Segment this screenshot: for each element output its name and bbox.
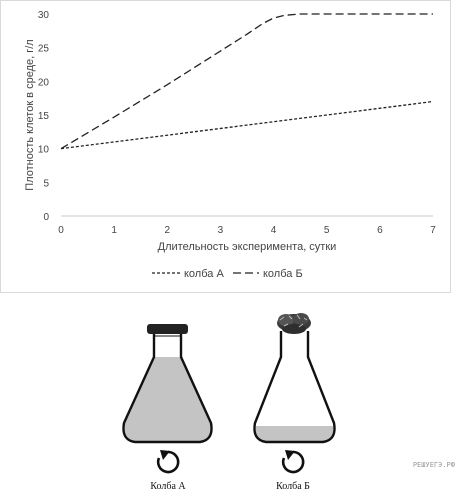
flask-a-cap (147, 324, 188, 334)
x-tick-label: 4 (271, 225, 277, 236)
y-axis-label: Плотность клеток в среде, г/л (24, 39, 36, 190)
series-lines (60, 13, 434, 150)
y-tick-label: 0 (43, 212, 49, 223)
chart: 0 5 10 15 20 25 30 0 1 2 3 4 5 6 7 Длительность экспе… (24, 10, 436, 280)
x-tick-label: 7 (430, 225, 436, 236)
legend: колба А колба Б (152, 268, 303, 280)
series-line-a (60, 100, 434, 150)
flask-a-label: Колба А (150, 481, 186, 492)
legend-label-a: колба А (184, 268, 224, 280)
x-tick-label: 2 (165, 225, 171, 236)
rotation-arrow-icon-a (156, 450, 180, 474)
flask-a (122, 324, 213, 444)
flask-b-label: Колба Б (276, 481, 310, 492)
watermark: РЕШУЕГЭ.РФ (413, 461, 455, 469)
x-tick-label: 1 (111, 225, 117, 236)
cotton-plug (277, 313, 311, 334)
x-tick-label: 5 (324, 225, 330, 236)
y-tick-label: 5 (43, 178, 49, 189)
flask-a-liquid (123, 357, 212, 442)
y-tick-label: 15 (38, 111, 50, 122)
rotation-arrow-icon-b (281, 450, 305, 474)
x-tick-label: 3 (218, 225, 224, 236)
y-tick-label: 20 (38, 77, 50, 88)
legend-label-b: колба Б (263, 268, 303, 280)
flask-a-body (122, 331, 213, 444)
x-tick-label: 6 (377, 225, 383, 236)
y-tick-label: 10 (38, 145, 50, 156)
flask-b (253, 313, 336, 444)
x-tick-label: 0 (58, 225, 64, 236)
y-tick-label: 25 (38, 44, 50, 55)
y-tick-label: 30 (38, 10, 50, 21)
x-tick-labels: 0 1 2 3 4 5 6 7 (58, 225, 436, 236)
flask-b-liquid (255, 426, 334, 442)
chart-frame (0, 0, 451, 293)
series-line-b (60, 13, 433, 150)
y-tick-labels: 0 5 10 15 20 25 30 (38, 10, 50, 223)
x-axis-label: Длительность эксперимента, сутки (158, 241, 337, 253)
flask-b-body (253, 331, 336, 444)
